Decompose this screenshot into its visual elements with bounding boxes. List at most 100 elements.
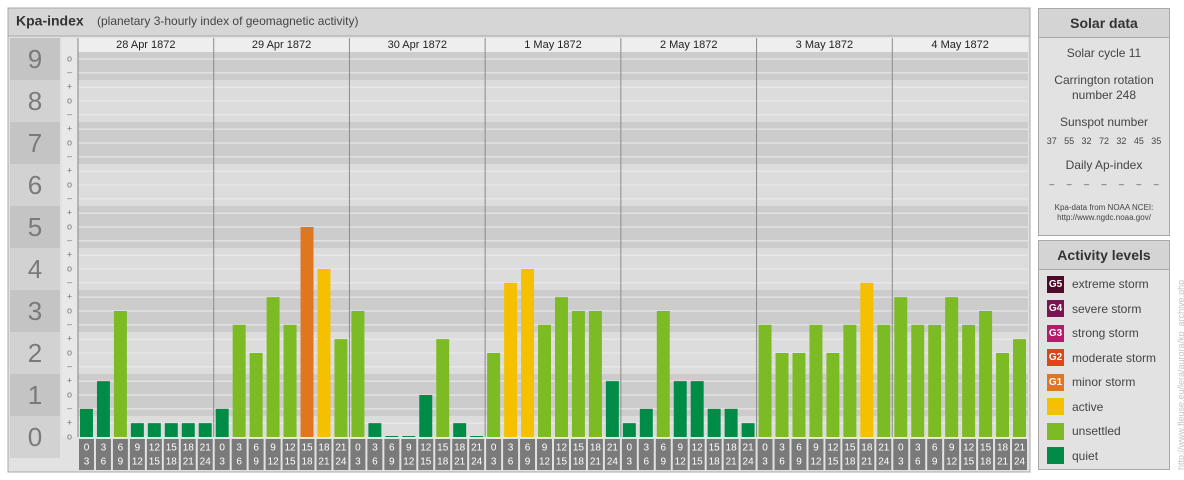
x-tick-label: 21 [200,443,212,454]
bar [928,324,942,437]
period-box [638,439,654,470]
bar [334,339,348,437]
y-tick-label: 8 [28,86,42,116]
y-tick-label: 9 [28,44,42,74]
x-tick-label: 18 [844,457,856,468]
digit-band [10,248,60,290]
digit-band [10,206,60,248]
legend-swatch [1047,422,1064,440]
period-box [435,439,451,470]
date-label: 4 May 1872 [931,39,988,51]
legend-item: active [1039,395,1169,420]
x-tick-label: 15 [166,443,178,454]
sunspot-title: Sunspot number [1059,115,1149,129]
bar [521,269,535,437]
date-label: 30 Apr 1872 [388,39,447,51]
period-box [723,439,739,470]
x-tick-label: 3 [236,443,242,454]
y-tick-label: 4 [28,254,42,284]
legend-swatch: G3 [1047,324,1064,342]
minor-tick-label: o [67,431,72,441]
bar [232,324,246,437]
carrington: Carrington rotation number 248 [1054,73,1154,102]
period-box [825,439,841,470]
bar [826,353,840,437]
period-box [570,439,586,470]
legend-swatch [1047,447,1064,465]
period-box [401,439,417,470]
legend-label: moderate storm [1072,350,1157,365]
bar [945,297,959,437]
x-tick-label: 21 [861,457,873,468]
x-tick-label: 15 [573,443,585,454]
x-tick-label: 21 [183,457,195,468]
minor-tick-label: + [67,208,72,218]
x-tick-label: 24 [607,457,619,468]
y-tick-label: 3 [28,296,42,326]
x-tick-label: 6 [101,457,107,468]
x-tick-label: 9 [118,457,124,468]
x-tick-label: 15 [963,457,975,468]
x-tick-label: 12 [963,443,975,454]
minor-tick-label: – [67,403,72,413]
period-box [944,439,960,470]
x-tick-label: 9 [253,457,259,468]
bar [979,311,993,437]
x-tick-label: 21 [590,457,602,468]
legend-item: G2 moderate storm [1039,346,1169,371]
period-box [146,439,162,470]
period-box [95,439,111,470]
bar [996,353,1010,437]
period-box [706,439,722,470]
bar [351,311,365,437]
bar [622,423,636,437]
legend-swatch [1047,398,1064,416]
x-tick-label: 21 [471,443,483,454]
date-label: 3 May 1872 [796,39,853,51]
digit-band [10,38,60,80]
digit-band [10,332,60,374]
x-tick-label: 6 [644,457,650,468]
period-box [384,439,400,470]
digit-band [10,164,60,206]
panel-title: Activity levels [1039,241,1169,270]
x-tick-label: 18 [301,457,313,468]
x-tick-label: 0 [898,443,904,454]
x-tick-label: 9 [389,457,395,468]
minor-column [62,38,77,437]
sunspot-value: 35 [1151,136,1162,146]
bar [453,423,467,437]
period-box [163,439,179,470]
minor-tick-label: + [67,418,72,428]
minor-tick-label: – [67,193,72,203]
x-tick-label: 0 [627,443,633,454]
legend-swatch: G5 [1047,275,1064,293]
period-box [791,439,807,470]
ap-value: – [1049,179,1055,189]
y-tick-label: 0 [28,422,42,452]
ap-value: – [1084,179,1090,189]
x-tick-label: 9 [677,443,683,454]
period-box [808,439,824,470]
legend-swatch: G2 [1047,349,1064,367]
x-tick-label: 9 [542,443,548,454]
legend-label: minor storm [1072,375,1136,390]
sunspot-value: 55 [1064,136,1075,146]
x-tick-label: 24 [878,457,890,468]
period-box [604,439,620,470]
note-line: Kpa-data from NOAA NCEI: [1054,203,1154,212]
x-tick-label: 18 [997,443,1009,454]
minor-tick-label: o [67,221,72,231]
bar [283,324,297,437]
x-tick-label: 21 [1014,443,1026,454]
bar [147,423,161,437]
bar [860,282,874,437]
sunspot-value: 72 [1098,136,1109,146]
minor-tick-label: – [67,109,72,119]
minor-tick-label: + [67,124,72,134]
period-box [299,439,315,470]
x-tick-label: 0 [219,443,225,454]
period-box [876,439,892,470]
period-box [129,439,145,470]
